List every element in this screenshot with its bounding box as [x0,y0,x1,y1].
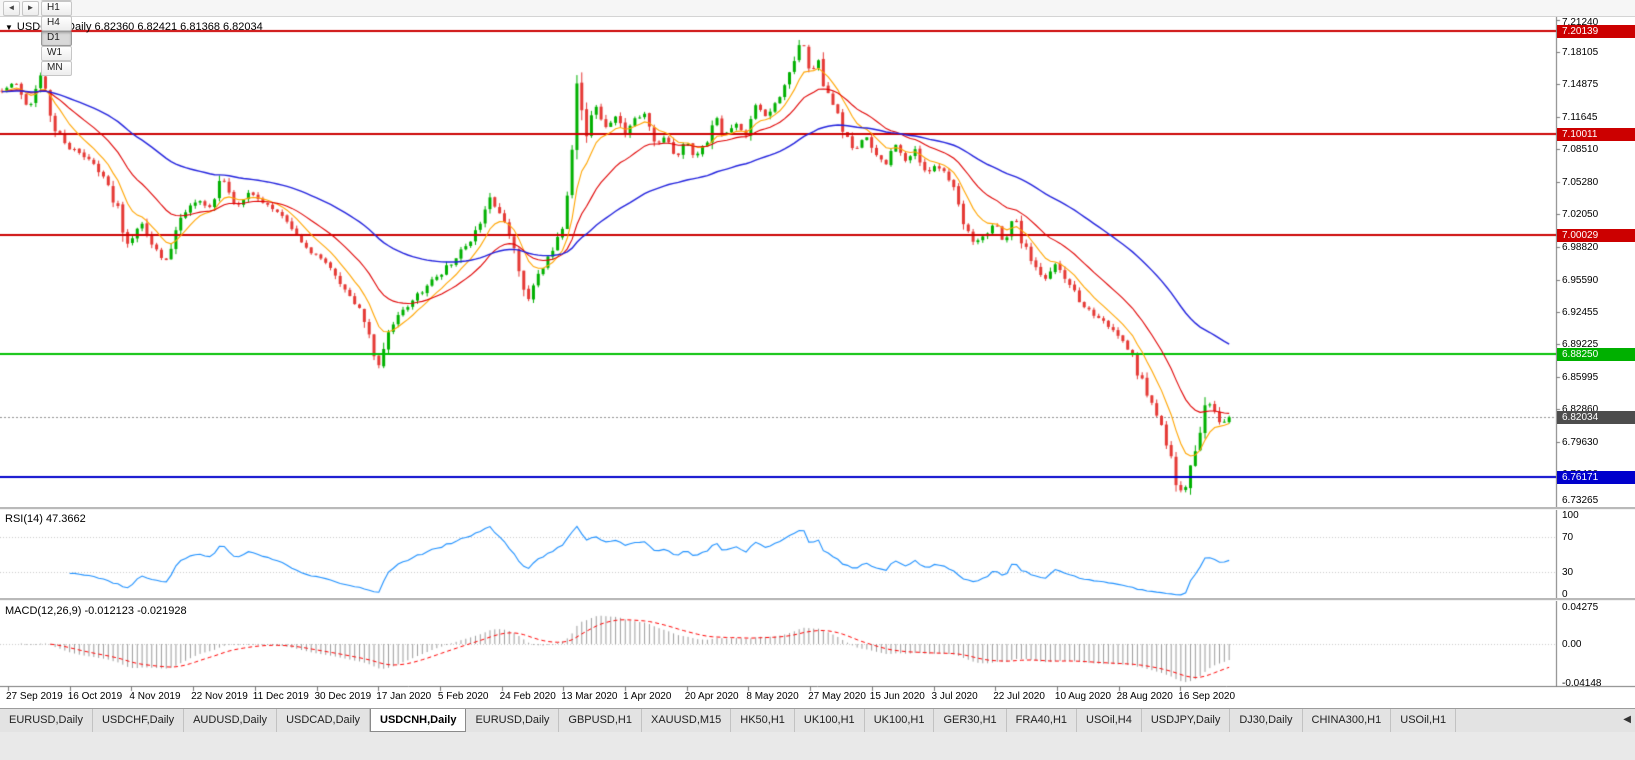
price-axis-tick: 7.14875 [1562,79,1599,91]
date-axis-label: 1 Apr 2020 [623,691,672,702]
price-axis-tick: 6.73265 [1562,495,1599,506]
date-axis-label: 30 Dec 2019 [314,691,372,702]
macd-panel-separator[interactable] [0,598,1635,601]
date-axis-label: 27 Sep 2019 [6,691,63,702]
price-level-badge: 7.00029 [1557,228,1635,242]
price-axis-tick: 6.95590 [1562,274,1599,286]
candlestick-chart-canvas[interactable] [0,17,1635,703]
chart-overlays: 7.21240 7.18105 7.14875 7.11645 7.08510 7.052… [0,17,1635,703]
rsi-indicator-label: RSI(14) 47.3662 [5,513,86,525]
tab-uk100-h1[interactable]: UK100,H1 [864,709,935,732]
price-axis-tick: 7.08510 [1562,143,1599,155]
tab-ger30-h1[interactable]: GER30,H1 [934,709,1007,732]
chart-ohlc-title: ▼ USDCNH,Daily 6.82360 6.82421 6.81368 6.… [5,21,263,33]
left-arrow-icon: ◄ [7,2,16,12]
chart-forward-button[interactable]: ► [22,0,39,16]
date-axis-label: 16 Sep 2020 [1178,691,1236,702]
timeframe-mn-button[interactable]: MN [41,60,73,76]
price-axis-tick: 7.21240 [1562,17,1599,28]
rsi-axis-tick: 100 [1562,510,1579,521]
macd-axis-tick: 0.04275 [1562,602,1599,613]
chart-back-button[interactable]: ◄ [3,0,20,16]
symbol-collapse-icon[interactable]: ▼ [5,23,13,32]
tab-hk50-h1[interactable]: HK50,H1 [731,709,795,732]
tab-usoil-h4[interactable]: USOil,H4 [1077,709,1142,732]
tab-fra40-h1[interactable]: FRA40,H1 [1006,709,1078,732]
price-axis-tick: 6.79630 [1562,436,1599,448]
price-level-badge: 6.76171 [1557,470,1635,484]
date-axis-label: 11 Dec 2019 [252,691,309,702]
price-axis-tick: 7.05280 [1562,176,1599,188]
price-axis-tick: 6.92455 [1562,306,1599,318]
tab-uk100-h1[interactable]: UK100,H1 [794,709,865,732]
date-axis-label: 27 May 2020 [808,691,866,702]
price-axis-tick: 7.11645 [1562,112,1598,124]
date-axis-label: 5 Feb 2020 [437,691,489,702]
date-axis-label: 22 Nov 2019 [191,691,248,702]
tab-audusd-daily[interactable]: AUDUSD,Daily [184,709,278,732]
chart-tabs: EURUSD,Daily USDCHF,Daily AUDUSD,Daily USDC… [0,709,1612,732]
price-axis-tick: 6.98820 [1562,242,1599,254]
tab-usdchf-daily[interactable]: USDCHF,Daily [92,709,185,732]
tab-usdcad-daily[interactable]: USDCAD,Daily [277,709,371,732]
tab-usdjpy-daily[interactable]: USDJPY,Daily [1141,709,1231,732]
date-axis-label: 17 Jan 2020 [376,691,432,702]
tab-eurusd-daily[interactable]: EURUSD,Daily [0,709,93,732]
tab-usoil-h1[interactable]: USOil,H1 [1391,709,1457,732]
tab-usdcnh-daily[interactable]: USDCNH,Daily [370,709,467,732]
macd-axis-tick: -0.04148 [1562,677,1602,689]
price-level-badge: 6.88250 [1557,348,1635,362]
price-level-badge: 6.82034 [1557,411,1635,425]
date-axis-label: 28 Aug 2020 [1116,691,1173,702]
date-axis-label: 10 Aug 2020 [1054,691,1112,702]
window-bottom-strip [0,732,1635,760]
rsi-axis-tick: 0 [1562,589,1568,600]
tab-china300-h1[interactable]: CHINA300,H1 [1302,709,1392,732]
date-axis-label: 16 Oct 2019 [67,691,123,702]
date-axis-label: 4 Nov 2019 [129,691,181,702]
date-axis-label: 15 Jun 2020 [869,691,925,702]
chart-window: 7.21240 7.18105 7.14875 7.11645 7.08510 7.052… [0,17,1635,703]
timeframe-w1-button[interactable]: W1 [41,45,73,61]
price-axis-tick: 6.85995 [1562,372,1599,384]
price-level-badge: 7.10011 [1557,127,1635,141]
timeframe-toolbar: ◄ ► M1M5M15M30H1H4D1W1MN [0,0,1635,76]
timeframe-d1-button[interactable]: D1 [41,30,73,46]
date-axis-label: 22 Jul 2020 [993,691,1045,702]
date-axis-label: 8 May 2020 [746,691,799,702]
price-axis-tick: 7.18105 [1562,46,1599,58]
timeframe-h1-button[interactable]: H1 [41,0,73,16]
price-axis-tick: 6.82860 [1562,403,1599,415]
price-level-badge: 7.20139 [1557,25,1635,39]
date-axis-label: 20 Apr 2020 [684,691,739,702]
tab-eurusd-daily[interactable]: EURUSD,Daily [466,709,560,732]
timeframe-button-group: M1M5M15M30H1H4D1W1MN [41,0,74,76]
price-axis-tick: 6.89225 [1562,339,1599,351]
rsi-panel-separator[interactable] [0,507,1635,510]
date-axis-label: 13 Mar 2020 [561,691,618,702]
timeframe-h4-button[interactable]: H4 [41,15,73,31]
tab-gbpusd-h1[interactable]: GBPUSD,H1 [559,709,642,732]
right-arrow-icon: ► [26,2,35,12]
price-axis-tick: 7.02050 [1562,209,1599,221]
rsi-axis-tick: 30 [1562,566,1574,578]
rsi-axis-tick: 70 [1562,532,1574,544]
tab-scroll-left-icon[interactable]: ◀ [1623,714,1631,725]
chart-tab-bar: EURUSD,Daily USDCHF,Daily AUDUSD,Daily USDC… [0,708,1635,732]
chart-title-text: USDCNH,Daily 6.82360 6.82421 6.81368 6.8… [16,21,263,33]
macd-axis-tick: 0.00 [1562,639,1582,650]
tab-xauusd-m15[interactable]: XAUUSD,M15 [641,709,732,732]
date-axis-label: 3 Jul 2020 [931,691,978,702]
date-axis-label: 24 Feb 2020 [499,691,556,702]
tab-dj30-daily[interactable]: DJ30,Daily [1230,709,1303,732]
macd-indicator-label: MACD(12,26,9) -0.012123 -0.021928 [5,605,187,617]
